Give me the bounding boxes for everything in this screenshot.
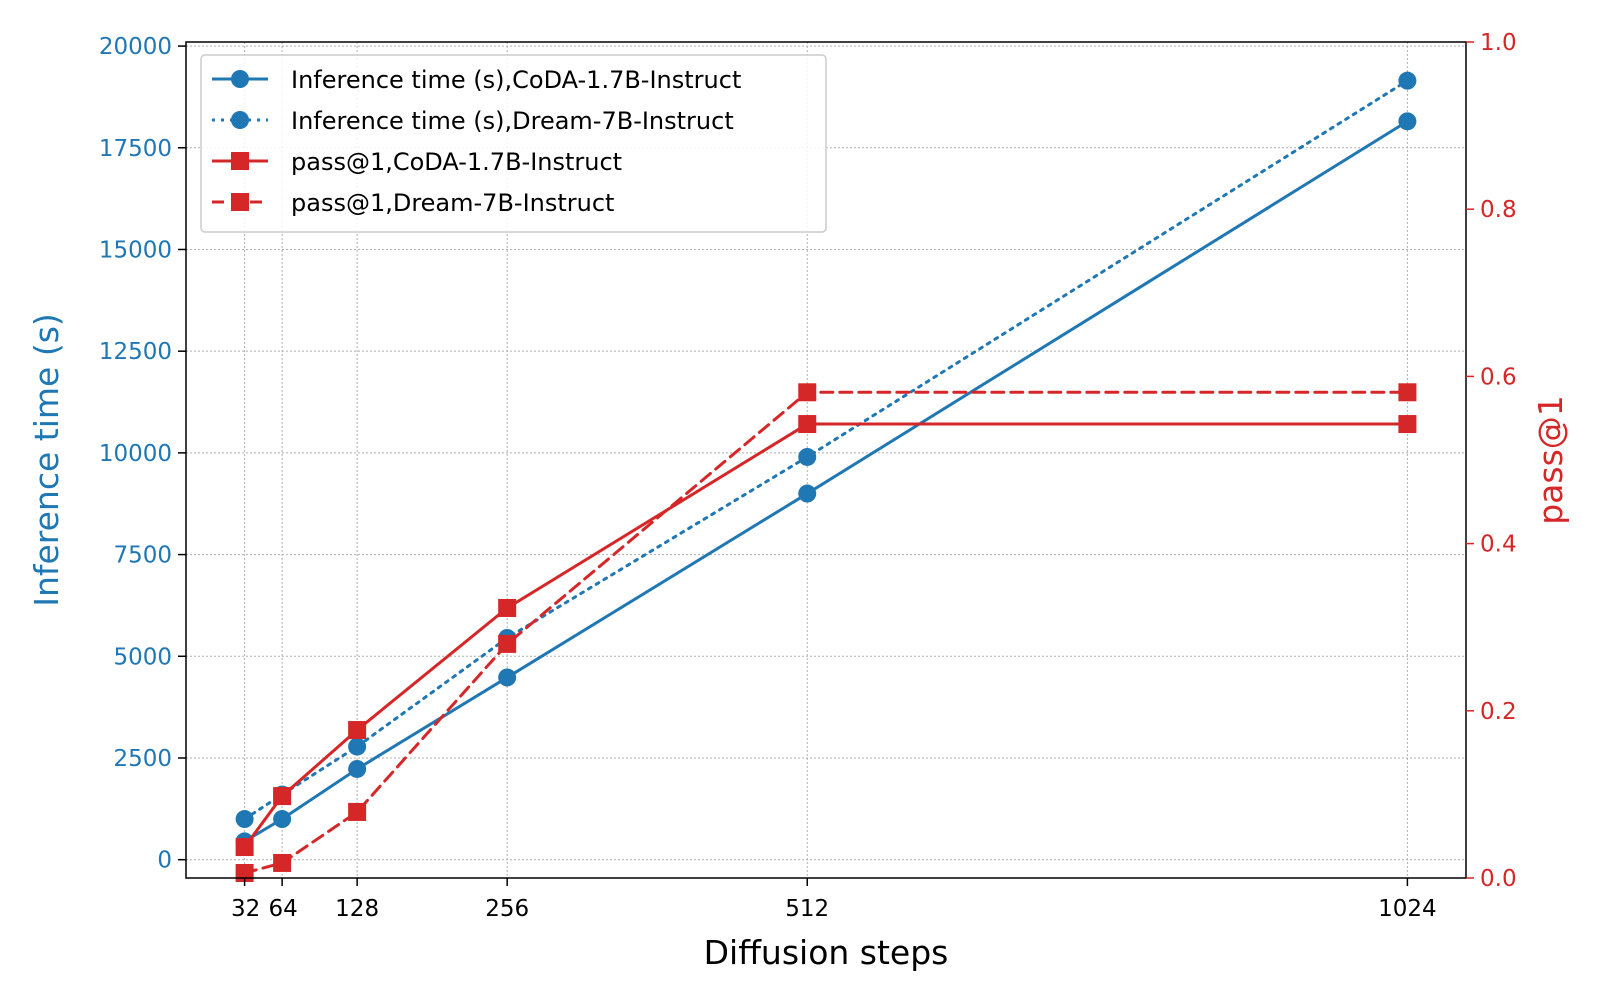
legend-swatch-marker xyxy=(231,70,249,88)
data-point xyxy=(348,721,367,740)
data-point xyxy=(798,484,817,503)
series-line xyxy=(243,390,1409,875)
legend-label: Inference time (s),Dream-7B-Instruct xyxy=(291,107,734,135)
data-point xyxy=(798,383,817,402)
x-tick-label: 512 xyxy=(785,896,829,922)
y-left-tick-label: 17500 xyxy=(99,136,172,162)
y-left-tick-label: 10000 xyxy=(99,441,172,467)
y-axis-right-label: pass@1 xyxy=(1531,395,1570,525)
y-axis-right: 0.0 0.2 0.4 0.6 0.8 1.0 xyxy=(1466,30,1517,892)
legend-swatch-marker xyxy=(231,111,249,129)
legend-label: pass@1,Dream-7B-Instruct xyxy=(291,189,614,217)
series-line xyxy=(243,422,1409,849)
data-point xyxy=(798,415,817,434)
x-axis: 32 64 128 256 512 1024 xyxy=(231,878,1437,922)
data-point xyxy=(235,810,254,829)
legend: Inference time (s),CoDA-1.7B-Instruct Inf… xyxy=(200,54,827,233)
data-point xyxy=(498,634,517,653)
legend-item: Inference time (s),Dream-7B-Instruct xyxy=(212,107,734,135)
y-axis-left-label: Inference time (s) xyxy=(27,313,66,607)
data-point xyxy=(235,838,254,857)
legend-label: pass@1,CoDA-1.7B-Instruct xyxy=(291,148,622,176)
x-tick-label: 1024 xyxy=(1378,896,1437,922)
legend-label: Inference time (s),CoDA-1.7B-Instruct xyxy=(291,66,741,94)
y-right-tick-label: 1.0 xyxy=(1480,30,1517,56)
series-3 xyxy=(235,415,1417,857)
y-left-tick-label: 15000 xyxy=(99,237,172,263)
data-point xyxy=(498,598,517,617)
legend-swatch-marker xyxy=(231,152,249,170)
x-tick-label: 128 xyxy=(335,896,379,922)
legend-box xyxy=(200,54,827,233)
legend-item: Inference time (s),CoDA-1.7B-Instruct xyxy=(212,66,741,94)
data-point xyxy=(273,810,292,829)
x-tick-label: 256 xyxy=(485,896,529,922)
data-point xyxy=(273,853,292,872)
data-point xyxy=(1398,112,1417,131)
data-point xyxy=(1398,415,1417,434)
y-right-tick-label: 0.4 xyxy=(1480,532,1517,558)
y-left-tick-label: 0 xyxy=(157,848,172,874)
y-right-tick-label: 0.0 xyxy=(1480,866,1517,892)
legend-swatch-marker xyxy=(231,193,249,211)
data-point xyxy=(348,759,367,778)
y-right-tick-label: 0.2 xyxy=(1480,699,1517,725)
series-layer xyxy=(235,71,1417,882)
y-left-tick-label: 20000 xyxy=(99,34,172,60)
data-point xyxy=(798,447,817,466)
data-point xyxy=(1398,71,1417,90)
y-left-tick-label: 5000 xyxy=(113,644,172,670)
data-point xyxy=(498,668,517,687)
data-point xyxy=(348,737,367,756)
y-axis-left: 0 2500 5000 7500 10000 12500 15000 17500 20000 xyxy=(99,34,186,874)
y-right-tick-label: 0.8 xyxy=(1480,197,1517,223)
data-point xyxy=(1398,383,1417,402)
series-4 xyxy=(235,383,1417,882)
data-point xyxy=(273,787,292,806)
legend-item: pass@1,CoDA-1.7B-Instruct xyxy=(212,148,622,176)
x-tick-label: 64 xyxy=(268,896,297,922)
y-left-tick-label: 12500 xyxy=(99,339,172,365)
x-tick-label: 32 xyxy=(231,896,260,922)
legend-item: pass@1,Dream-7B-Instruct xyxy=(212,189,614,217)
y-right-tick-label: 0.6 xyxy=(1480,364,1517,390)
y-left-tick-label: 7500 xyxy=(113,543,172,569)
x-axis-label: Diffusion steps xyxy=(704,933,949,972)
plot-frame xyxy=(185,41,1467,879)
y-left-tick-label: 2500 xyxy=(113,746,172,772)
data-point xyxy=(348,802,367,821)
